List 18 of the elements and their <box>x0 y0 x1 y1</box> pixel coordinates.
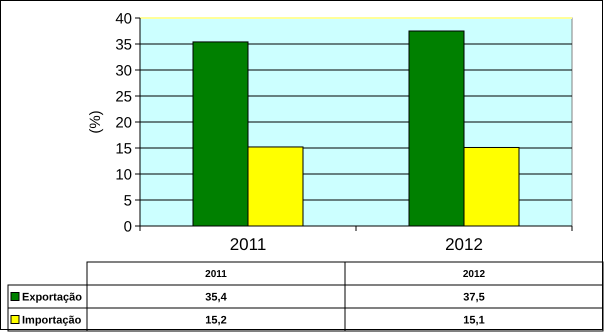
y-axis-title: (%) <box>87 110 104 134</box>
y-tick-label: 35 <box>115 36 132 54</box>
legend-label: Exportação <box>22 291 82 304</box>
data-label: 37,5 <box>463 291 485 304</box>
category-label: 2012 <box>462 269 486 280</box>
legend-label: Importação <box>22 314 82 326</box>
y-tick-label: 30 <box>115 62 132 80</box>
y-tick-label: 10 <box>115 166 132 184</box>
y-tick-label: 0 <box>124 218 132 236</box>
data-label: 35,4 <box>205 291 228 304</box>
y-tick-label: 15 <box>115 140 132 158</box>
category-label: 2011 <box>205 269 227 280</box>
data-label: 15,1 <box>463 314 485 326</box>
data-label: 15,2 <box>205 314 227 326</box>
y-tick-label: 40 <box>115 10 132 28</box>
y-tick-label: 5 <box>124 192 132 210</box>
y-tick-label: 20 <box>115 114 132 132</box>
y-tick-label: 25 <box>115 88 132 106</box>
